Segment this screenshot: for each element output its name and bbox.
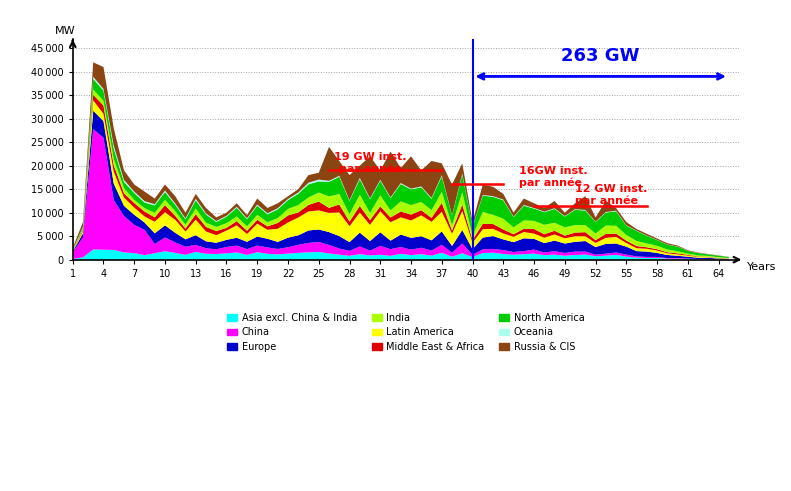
Text: 19 GW inst.
par année: 19 GW inst. par année <box>334 152 407 174</box>
Legend: Asia excl. China & India, China, Europe, India, Latin America, Middle East & Afr: Asia excl. China & India, China, Europe,… <box>224 309 589 356</box>
Text: 16GW inst.
par année: 16GW inst. par année <box>519 165 587 188</box>
Text: MW: MW <box>55 27 76 36</box>
Text: 263 GW: 263 GW <box>562 47 640 65</box>
Text: Years: Years <box>747 262 777 272</box>
Text: 12 GW inst.
par année: 12 GW inst. par année <box>575 184 647 206</box>
